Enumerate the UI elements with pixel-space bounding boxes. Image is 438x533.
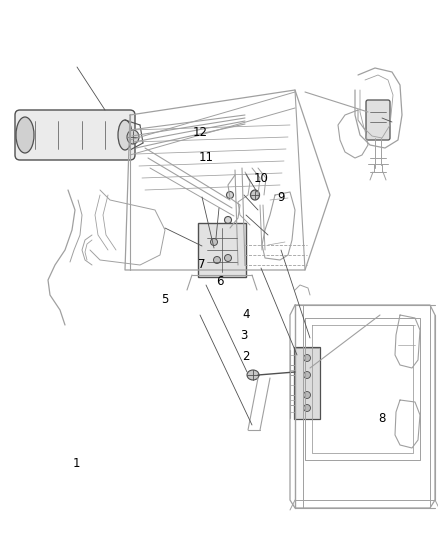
Text: 6: 6 — [215, 275, 223, 288]
Ellipse shape — [213, 256, 220, 263]
Text: 8: 8 — [378, 412, 385, 425]
Ellipse shape — [250, 190, 259, 200]
FancyBboxPatch shape — [198, 223, 245, 277]
Ellipse shape — [303, 372, 310, 378]
Text: 3: 3 — [240, 329, 247, 342]
Text: 11: 11 — [198, 151, 213, 164]
FancyBboxPatch shape — [365, 100, 389, 140]
Ellipse shape — [303, 405, 310, 411]
Text: 12: 12 — [192, 126, 207, 139]
Ellipse shape — [16, 117, 34, 153]
Text: 7: 7 — [198, 259, 205, 271]
Ellipse shape — [226, 191, 233, 198]
Ellipse shape — [224, 216, 231, 223]
FancyBboxPatch shape — [293, 347, 319, 419]
Text: 4: 4 — [241, 308, 249, 321]
Text: 1: 1 — [73, 457, 81, 470]
Text: 2: 2 — [241, 350, 249, 362]
Text: 5: 5 — [161, 293, 168, 306]
Ellipse shape — [118, 120, 132, 150]
Ellipse shape — [127, 130, 139, 144]
Ellipse shape — [247, 370, 258, 380]
FancyBboxPatch shape — [15, 110, 135, 160]
Ellipse shape — [224, 254, 231, 262]
Ellipse shape — [210, 238, 217, 246]
Ellipse shape — [303, 392, 310, 399]
Text: 10: 10 — [253, 172, 268, 185]
Ellipse shape — [303, 354, 310, 361]
Text: 9: 9 — [276, 191, 284, 204]
